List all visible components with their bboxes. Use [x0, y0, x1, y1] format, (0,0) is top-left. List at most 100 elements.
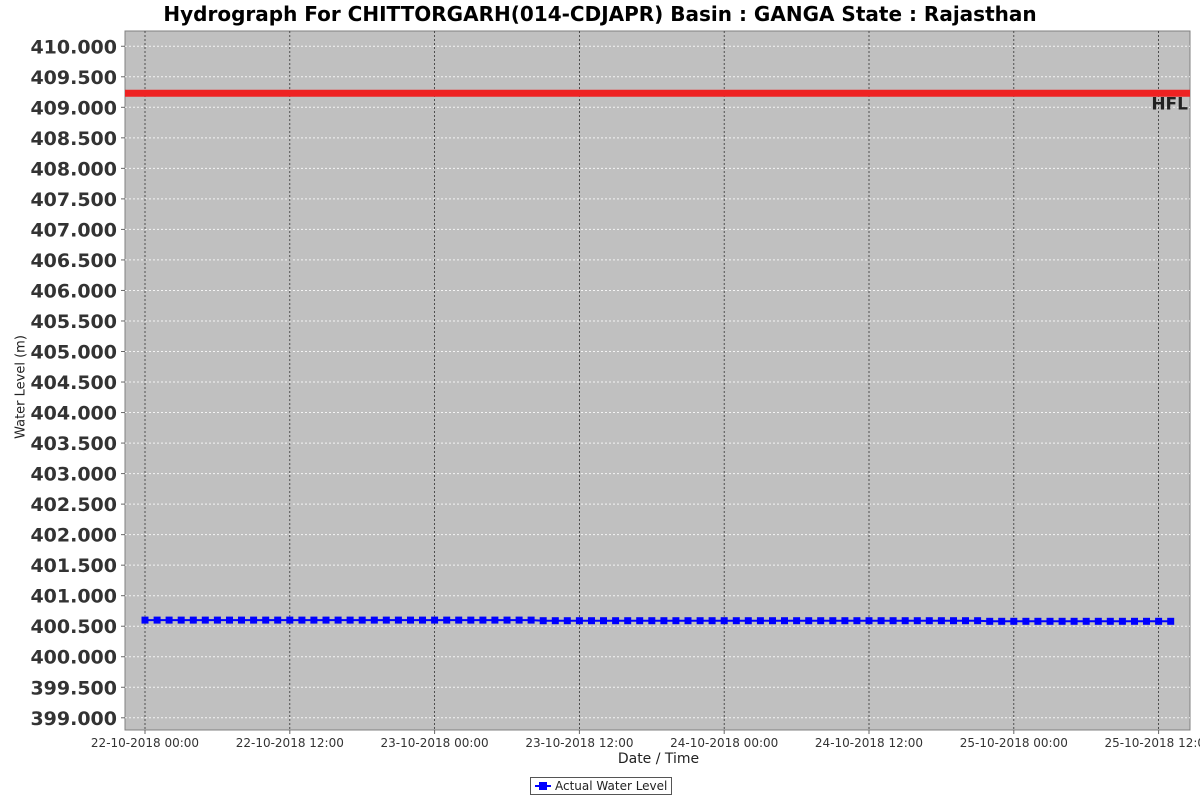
data-point: [684, 617, 692, 625]
data-point: [201, 616, 209, 624]
data-point: [1094, 617, 1102, 625]
data-point: [298, 616, 306, 624]
data-point: [805, 617, 813, 625]
data-point: [527, 616, 535, 624]
data-point: [1143, 617, 1150, 625]
data-point: [817, 617, 825, 625]
y-tick-label: 408.500: [30, 128, 117, 150]
data-point: [612, 617, 620, 625]
y-tick-label: 400.500: [30, 616, 117, 638]
y-tick-label: 400.000: [30, 647, 117, 669]
data-point: [346, 616, 354, 624]
data-point: [419, 616, 426, 624]
data-point: [913, 617, 921, 625]
data-point: [1167, 617, 1175, 625]
data-point: [1106, 617, 1114, 625]
data-point: [708, 617, 716, 625]
data-point: [986, 617, 994, 625]
legend: Actual Water Level: [530, 777, 673, 795]
y-tick-label: 405.500: [30, 311, 117, 333]
x-axis: 22-10-2018 00:00 22-10-2018 12:00 23-10-20…: [91, 730, 1200, 750]
series-actual-water-level: [141, 616, 1175, 625]
data-point: [563, 617, 571, 625]
data-point: [889, 617, 897, 625]
data-point: [370, 616, 378, 624]
data-point: [925, 617, 933, 625]
data-point: [865, 617, 873, 625]
y-axis-label: Water Level (m): [13, 335, 29, 439]
x-tick-label: 23-10-2018 12:00: [525, 736, 633, 750]
data-point: [1058, 617, 1066, 625]
data-point: [250, 616, 258, 624]
data-point: [479, 616, 487, 624]
y-tick-label: 407.500: [30, 189, 117, 211]
data-point: [756, 617, 764, 625]
data-point: [407, 616, 414, 624]
data-point: [358, 616, 366, 624]
data-point: [732, 617, 740, 625]
hfl-reference: HFL: [125, 89, 1190, 114]
data-point: [226, 616, 233, 624]
data-point: [141, 616, 149, 624]
y-tick-label: 405.000: [30, 342, 117, 364]
data-point: [189, 616, 197, 624]
data-point: [443, 616, 451, 624]
y-tick-label: 399.500: [30, 677, 117, 699]
data-point: [455, 616, 463, 624]
data-point: [431, 616, 439, 624]
data-point: [177, 616, 185, 624]
y-tick-label: 410.000: [30, 36, 117, 58]
y-tick-label: 406.500: [30, 250, 117, 272]
data-point: [382, 616, 390, 624]
x-tick-label: 25-10-2018 00:00: [960, 736, 1068, 750]
data-point: [962, 617, 969, 625]
data-point: [781, 617, 788, 625]
data-point: [998, 617, 1006, 625]
data-point: [660, 617, 668, 625]
data-point: [334, 616, 342, 624]
data-point: [262, 616, 270, 624]
data-point: [624, 617, 632, 625]
data-point: [491, 616, 499, 624]
y-tick-label: 402.000: [30, 525, 117, 547]
data-point: [829, 617, 837, 625]
data-point: [1155, 617, 1163, 625]
x-tick-label: 22-10-2018 00:00: [91, 736, 199, 750]
data-point: [793, 617, 801, 625]
data-point: [575, 617, 583, 625]
grid-lines: [125, 31, 1190, 730]
data-point: [274, 616, 282, 624]
data-point: [720, 617, 728, 625]
y-tick-label: 408.000: [30, 158, 117, 180]
legend-square-marker-icon: [535, 781, 551, 791]
y-tick-label: 409.500: [30, 67, 117, 89]
x-tick-label: 22-10-2018 12:00: [236, 736, 344, 750]
plot-area: [124, 30, 1191, 731]
y-tick-label: 404.000: [30, 403, 117, 425]
y-tick-label: 406.000: [30, 280, 117, 302]
data-point: [467, 616, 475, 624]
y-tick-label: 401.500: [30, 555, 117, 577]
data-point: [1070, 617, 1078, 625]
data-point: [937, 617, 945, 625]
x-tick-label: 25-10-2018 12:00: [1105, 736, 1200, 750]
y-tick-label: 407.000: [30, 219, 117, 241]
data-point: [1034, 617, 1042, 625]
data-point: [769, 617, 776, 625]
data-point: [672, 617, 680, 625]
legend-label: Actual Water Level: [555, 779, 668, 793]
data-point: [877, 617, 885, 625]
data-point: [744, 617, 752, 625]
data-point: [974, 617, 982, 625]
data-point: [648, 617, 656, 625]
data-point: [539, 617, 547, 625]
y-tick-label: 401.000: [30, 586, 117, 608]
data-point: [853, 617, 861, 625]
data-point: [153, 616, 161, 624]
data-point: [503, 616, 511, 624]
data-point: [636, 617, 644, 625]
data-point: [515, 616, 523, 624]
data-point: [551, 617, 559, 625]
data-point: [950, 617, 957, 625]
y-axis: 410.000 409.500 409.000 408.500 408.000 407.5…: [30, 36, 125, 730]
